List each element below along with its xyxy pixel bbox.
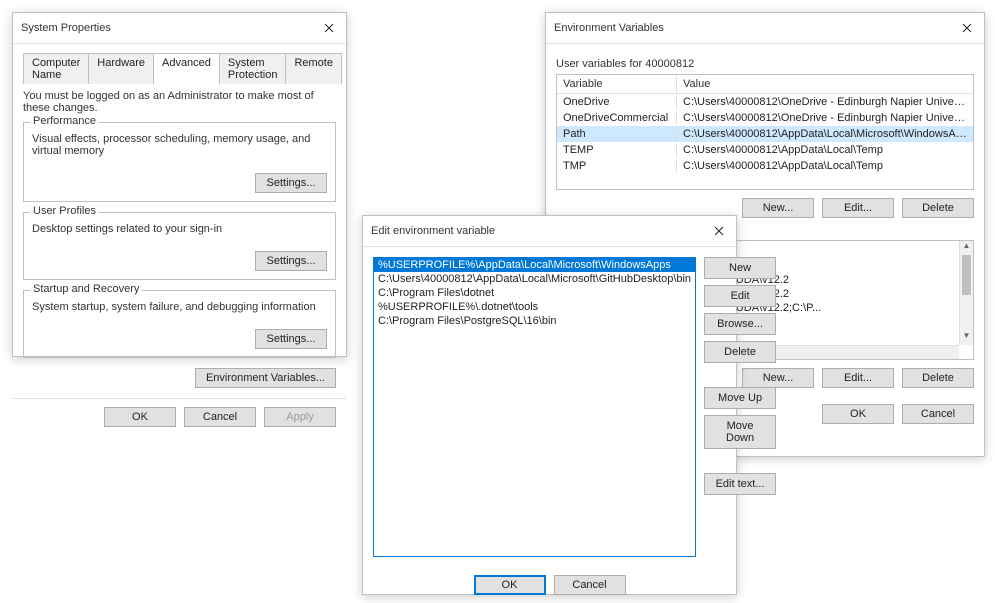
table-row[interactable]: PathC:\Users\40000812\AppData\Local\Micr… — [557, 126, 973, 142]
user-profiles-group: User Profiles Desktop settings related t… — [23, 212, 336, 280]
system-edit-button[interactable]: Edit... — [822, 368, 894, 388]
edit-text-button[interactable]: Edit text... — [704, 473, 776, 495]
browse-button[interactable]: Browse... — [704, 313, 776, 335]
table-row[interactable]: TMPC:\Users\40000812\AppData\Local\Temp — [557, 158, 973, 174]
close-icon[interactable] — [958, 19, 976, 37]
user-delete-button[interactable]: Delete — [902, 198, 974, 218]
delete-button[interactable]: Delete — [704, 341, 776, 363]
tab-strip: Computer Name Hardware Advanced System P… — [23, 52, 336, 84]
close-icon[interactable] — [320, 19, 338, 37]
startup-desc: System startup, system failure, and debu… — [32, 301, 327, 313]
user-new-button[interactable]: New... — [742, 198, 814, 218]
cell-variable: Path — [557, 127, 677, 141]
cell-value: C:\Users\40000812\AppData\Local\Temp — [677, 143, 973, 157]
user-profiles-legend: User Profiles — [30, 205, 99, 217]
performance-group: Performance Visual effects, processor sc… — [23, 122, 336, 202]
user-profiles-settings-button[interactable]: Settings... — [255, 251, 327, 271]
startup-settings-button[interactable]: Settings... — [255, 329, 327, 349]
column-variable[interactable]: Variable — [557, 75, 677, 93]
performance-settings-button[interactable]: Settings... — [255, 173, 327, 193]
admin-note: You must be logged on as an Administrato… — [23, 90, 336, 114]
scrollbar-thumb[interactable] — [962, 255, 971, 295]
user-edit-button[interactable]: Edit... — [822, 198, 894, 218]
titlebar[interactable]: Edit environment variable — [363, 216, 736, 247]
tab-advanced[interactable]: Advanced — [153, 53, 220, 84]
performance-desc: Visual effects, processor scheduling, me… — [32, 133, 327, 157]
list-header: Variable Value — [557, 75, 973, 94]
new-button[interactable]: New — [704, 257, 776, 279]
scroll-up-icon[interactable]: ▲ — [960, 241, 973, 255]
tab-system-protection[interactable]: System Protection — [219, 53, 287, 84]
vertical-scrollbar[interactable]: ▲ ▼ — [959, 241, 973, 345]
cancel-button[interactable]: Cancel — [184, 407, 256, 427]
user-vars-label: User variables for 40000812 — [556, 58, 974, 70]
ok-button[interactable]: OK — [474, 575, 546, 595]
move-down-button[interactable]: Move Down — [704, 415, 776, 449]
list-item[interactable]: %USERPROFILE%\.dotnet\tools — [374, 300, 695, 314]
system-properties-window: System Properties Computer Name Hardware… — [12, 12, 347, 357]
performance-legend: Performance — [30, 115, 99, 127]
cell-value: C:\Users\40000812\AppData\Local\Microsof… — [677, 127, 973, 141]
user-vars-list[interactable]: Variable Value OneDriveC:\Users\40000812… — [556, 74, 974, 190]
titlebar[interactable]: System Properties — [13, 13, 346, 44]
cell-value: C:\Users\40000812\OneDrive - Edinburgh N… — [677, 95, 973, 109]
user-profiles-desc: Desktop settings related to your sign-in — [32, 223, 327, 235]
window-title: System Properties — [21, 22, 111, 34]
close-icon[interactable] — [710, 222, 728, 240]
ok-button[interactable]: OK — [104, 407, 176, 427]
tab-remote[interactable]: Remote — [285, 53, 342, 84]
list-item[interactable]: C:\Program Files\dotnet — [374, 286, 695, 300]
cell-value: C:\Users\40000812\AppData\Local\Temp — [677, 159, 973, 173]
path-list[interactable]: %USERPROFILE%\AppData\Local\Microsoft\Wi… — [373, 257, 696, 557]
table-row[interactable]: OneDriveCommercialC:\Users\40000812\OneD… — [557, 110, 973, 126]
cell-value: C:\Users\40000812\OneDrive - Edinburgh N… — [677, 111, 973, 125]
window-content: Computer Name Hardware Advanced System P… — [13, 44, 346, 396]
apply-button[interactable]: Apply — [264, 407, 336, 427]
cell-variable: OneDriveCommercial — [557, 111, 677, 125]
table-row[interactable]: TEMPC:\Users\40000812\AppData\Local\Temp — [557, 142, 973, 158]
tab-computer-name[interactable]: Computer Name — [23, 53, 89, 84]
edit-environment-variable-window: Edit environment variable %USERPROFILE%\… — [362, 215, 737, 595]
side-buttons: New Edit Browse... Delete Move Up Move D… — [704, 257, 776, 557]
table-row[interactable]: OneDriveC:\Users\40000812\OneDrive - Edi… — [557, 94, 973, 110]
edit-button[interactable]: Edit — [704, 285, 776, 307]
window-title: Environment Variables — [554, 22, 664, 34]
titlebar[interactable]: Environment Variables — [546, 13, 984, 44]
startup-legend: Startup and Recovery — [30, 283, 142, 295]
list-item[interactable]: %USERPROFILE%\AppData\Local\Microsoft\Wi… — [374, 258, 695, 272]
window-title: Edit environment variable — [371, 225, 495, 237]
column-value[interactable]: Value — [677, 75, 973, 93]
system-delete-button[interactable]: Delete — [902, 368, 974, 388]
list-item[interactable]: C:\Program Files\PostgreSQL\16\bin — [374, 314, 695, 328]
tab-hardware[interactable]: Hardware — [88, 53, 154, 84]
list-item[interactable]: C:\Users\40000812\AppData\Local\Microsof… — [374, 272, 695, 286]
ok-button[interactable]: OK — [822, 404, 894, 424]
cancel-button[interactable]: Cancel — [902, 404, 974, 424]
cell-variable: OneDrive — [557, 95, 677, 109]
environment-variables-button[interactable]: Environment Variables... — [195, 368, 336, 388]
move-up-button[interactable]: Move Up — [704, 387, 776, 409]
edit-content: %USERPROFILE%\AppData\Local\Microsoft\Wi… — [363, 247, 736, 567]
scroll-down-icon[interactable]: ▼ — [960, 331, 973, 345]
cell-variable: TMP — [557, 159, 677, 173]
bottom-buttons: OK Cancel — [363, 567, 736, 603]
cell-variable: TEMP — [557, 143, 677, 157]
cancel-button[interactable]: Cancel — [554, 575, 626, 595]
startup-group: Startup and Recovery System startup, sys… — [23, 290, 336, 358]
